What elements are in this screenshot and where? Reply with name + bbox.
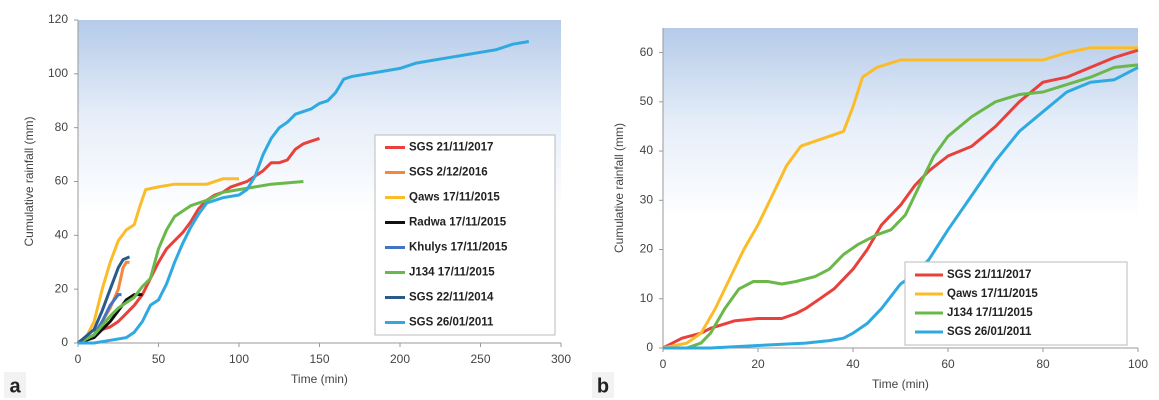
- legend-label: SGS 26/01/2011: [947, 326, 1032, 338]
- legend-label: J134 17/11/2015: [409, 267, 495, 279]
- legend-label: J134 17/11/2015: [947, 307, 1033, 319]
- y-tick-label: 60: [640, 45, 654, 59]
- y-tick-label: 40: [55, 228, 69, 242]
- legend-label: SGS 21/11/2017: [409, 142, 493, 154]
- y-tick-label: 30: [640, 192, 654, 206]
- legend-label: SGS 26/01/2011: [409, 317, 494, 329]
- series-line: [77, 293, 143, 345]
- legend-box: [374, 134, 556, 336]
- x-tick-label: 100: [229, 352, 249, 366]
- x-axis-title: Time (min): [872, 377, 929, 391]
- x-tick-label: 150: [309, 352, 329, 366]
- y-axis-title: Cumulative rainfall (mm): [612, 123, 626, 253]
- series-line: [77, 136, 320, 345]
- series-line: [662, 46, 1138, 350]
- legend-label: Khulys 17/11/2015: [409, 242, 508, 254]
- series-line: [77, 180, 304, 345]
- y-tick-label: 40: [640, 143, 654, 157]
- x-tick-label: 0: [75, 352, 82, 366]
- series-line: [78, 40, 530, 345]
- x-tick-label: 200: [390, 352, 410, 366]
- x-tick-label: 0: [660, 357, 667, 371]
- series-line: [663, 63, 1139, 350]
- legend-label: SGS 21/11/2017: [947, 269, 1031, 281]
- y-tick-label: 20: [55, 281, 69, 295]
- y-tick-label: 100: [48, 66, 68, 80]
- panel-label-box: [4, 372, 26, 398]
- y-tick-label: 0: [61, 335, 68, 349]
- y-tick-label: 20: [640, 242, 654, 256]
- legend-label: SGS 2/12/2016: [409, 167, 488, 179]
- legend-label: Qaws 17/11/2015: [409, 192, 500, 204]
- y-tick-label: 80: [55, 120, 69, 134]
- y-axis-title: Cumulative rainfall (mm): [22, 116, 36, 246]
- y-tick-label: 0: [646, 340, 653, 354]
- legend-label: Qaws 17/11/2015: [947, 288, 1038, 300]
- x-tick-label: 80: [1036, 357, 1050, 371]
- series-line: [77, 177, 239, 345]
- y-tick-label: 60: [55, 174, 69, 188]
- panel-label: b: [597, 375, 609, 397]
- legend: SGS 21/11/2017 Qaws 17/11/2015 J134 17/11/…: [904, 261, 1128, 346]
- legend-label: Radwa 17/11/2015: [409, 217, 507, 229]
- panel-label: a: [9, 375, 21, 397]
- legend-label: SGS 22/11/2014: [409, 292, 494, 304]
- y-tick-label: 120: [48, 12, 68, 26]
- x-axis-title: Time (min): [291, 372, 348, 386]
- series-line: [77, 255, 131, 345]
- x-tick-label: 40: [846, 357, 860, 371]
- x-tick-label: 20: [751, 357, 765, 371]
- x-tick-label: 250: [470, 352, 490, 366]
- x-tick-label: 50: [152, 352, 166, 366]
- x-tick-label: 60: [941, 357, 955, 371]
- x-tick-label: 300: [551, 352, 571, 366]
- y-tick-label: 10: [640, 291, 654, 305]
- x-tick-label: 100: [1128, 357, 1148, 371]
- panel-label-box: [592, 372, 614, 398]
- y-tick-label: 50: [640, 94, 654, 108]
- legend: SGS 21/11/2017 SGS 2/12/2016 Qaws 17/11/20…: [374, 134, 556, 336]
